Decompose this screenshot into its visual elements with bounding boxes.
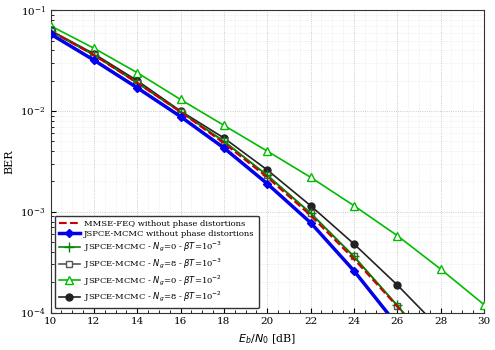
- JSPCE-MCMC - N_g=8 - bT=1e-3: [91, 53, 97, 57]
- JSPCE-MCMC - N_g=0 - bT=1e-3: [351, 254, 357, 259]
- MMSE-FEQ without phase distortions: [178, 110, 184, 114]
- Line: JSPCE-MCMC - N_g=8 - bT=1e-2: JSPCE-MCMC - N_g=8 - bT=1e-2: [47, 27, 488, 350]
- JSPCE-MCMC without phase distortions: [48, 32, 53, 36]
- JSPCE-MCMC - N_g=8 - bT=1e-3: [134, 81, 140, 85]
- JSPCE-MCMC - N_g=8 - bT=1e-2: [307, 204, 313, 208]
- MMSE-FEQ without phase distortions: [221, 141, 227, 145]
- JSPCE-MCMC without phase distortions: [395, 323, 400, 327]
- JSPCE-MCMC - N_g=0 - bT=1e-2: [481, 302, 487, 307]
- JSPCE-MCMC - N_g=0 - bT=1e-3: [134, 81, 140, 85]
- JSPCE-MCMC - N_g=0 - bT=1e-2: [178, 97, 184, 102]
- JSPCE-MCMC without phase distortions: [134, 86, 140, 90]
- Line: JSPCE-MCMC - N_g=0 - bT=1e-3: JSPCE-MCMC - N_g=0 - bT=1e-3: [46, 26, 489, 350]
- JSPCE-MCMC - N_g=8 - bT=1e-2: [134, 78, 140, 83]
- JSPCE-MCMC - N_g=0 - bT=1e-3: [178, 110, 184, 114]
- JSPCE-MCMC - N_g=0 - bT=1e-2: [307, 175, 313, 179]
- MMSE-FEQ without phase distortions: [264, 175, 270, 179]
- JSPCE-MCMC - N_g=0 - bT=1e-3: [48, 29, 53, 33]
- JSPCE-MCMC - N_g=0 - bT=1e-2: [395, 233, 400, 238]
- MMSE-FEQ without phase distortions: [91, 53, 97, 57]
- JSPCE-MCMC without phase distortions: [221, 146, 227, 150]
- Line: JSPCE-MCMC - N_g=0 - bT=1e-2: JSPCE-MCMC - N_g=0 - bT=1e-2: [47, 22, 488, 309]
- JSPCE-MCMC - N_g=0 - bT=1e-2: [91, 46, 97, 50]
- JSPCE-MCMC - N_g=8 - bT=1e-3: [221, 139, 227, 144]
- JSPCE-MCMC without phase distortions: [351, 268, 357, 273]
- JSPCE-MCMC - N_g=8 - bT=1e-3: [178, 110, 184, 114]
- Y-axis label: BER: BER: [4, 149, 14, 174]
- MMSE-FEQ without phase distortions: [351, 257, 357, 261]
- JSPCE-MCMC - N_g=8 - bT=1e-2: [351, 242, 357, 246]
- JSPCE-MCMC - N_g=8 - bT=1e-3: [395, 303, 400, 308]
- JSPCE-MCMC without phase distortions: [91, 58, 97, 62]
- JSPCE-MCMC - N_g=0 - bT=1e-2: [438, 267, 444, 271]
- JSPCE-MCMC - N_g=0 - bT=1e-2: [351, 204, 357, 208]
- JSPCE-MCMC without phase distortions: [178, 114, 184, 119]
- Legend: MMSE-FEQ without phase distortions, JSPCE-MCMC without phase distortions, JSPCE-: MMSE-FEQ without phase distortions, JSPC…: [54, 216, 258, 308]
- JSPCE-MCMC - N_g=0 - bT=1e-3: [264, 173, 270, 177]
- JSPCE-MCMC - N_g=8 - bT=1e-2: [395, 283, 400, 287]
- JSPCE-MCMC - N_g=8 - bT=1e-3: [264, 173, 270, 177]
- MMSE-FEQ without phase distortions: [134, 81, 140, 85]
- JSPCE-MCMC - N_g=0 - bT=1e-2: [134, 71, 140, 75]
- JSPCE-MCMC - N_g=0 - bT=1e-2: [221, 123, 227, 127]
- JSPCE-MCMC - N_g=8 - bT=1e-2: [264, 168, 270, 172]
- JSPCE-MCMC - N_g=0 - bT=1e-3: [221, 139, 227, 144]
- JSPCE-MCMC without phase distortions: [264, 182, 270, 186]
- MMSE-FEQ without phase distortions: [48, 29, 53, 33]
- Line: MMSE-FEQ without phase distortions: MMSE-FEQ without phase distortions: [50, 31, 484, 350]
- JSPCE-MCMC - N_g=8 - bT=1e-3: [307, 211, 313, 215]
- JSPCE-MCMC - N_g=0 - bT=1e-3: [91, 53, 97, 57]
- JSPCE-MCMC - N_g=0 - bT=1e-2: [48, 24, 53, 28]
- JSPCE-MCMC - N_g=0 - bT=1e-3: [395, 303, 400, 307]
- JSPCE-MCMC - N_g=0 - bT=1e-3: [307, 211, 313, 215]
- MMSE-FEQ without phase distortions: [307, 213, 313, 217]
- JSPCE-MCMC - N_g=8 - bT=1e-2: [438, 327, 444, 331]
- JSPCE-MCMC - N_g=0 - bT=1e-2: [264, 149, 270, 153]
- JSPCE-MCMC - N_g=8 - bT=1e-3: [48, 29, 53, 33]
- JSPCE-MCMC without phase distortions: [307, 220, 313, 225]
- JSPCE-MCMC - N_g=8 - bT=1e-2: [221, 136, 227, 140]
- JSPCE-MCMC - N_g=8 - bT=1e-2: [91, 51, 97, 56]
- JSPCE-MCMC - N_g=8 - bT=1e-2: [48, 28, 53, 33]
- JSPCE-MCMC - N_g=8 - bT=1e-2: [178, 109, 184, 113]
- Line: JSPCE-MCMC without phase distortions: JSPCE-MCMC without phase distortions: [48, 31, 487, 350]
- MMSE-FEQ without phase distortions: [395, 304, 400, 308]
- X-axis label: $E_b/N_0$ [dB]: $E_b/N_0$ [dB]: [238, 332, 297, 345]
- JSPCE-MCMC - N_g=8 - bT=1e-3: [351, 254, 357, 259]
- Line: JSPCE-MCMC - N_g=8 - bT=1e-3: JSPCE-MCMC - N_g=8 - bT=1e-3: [47, 28, 488, 350]
